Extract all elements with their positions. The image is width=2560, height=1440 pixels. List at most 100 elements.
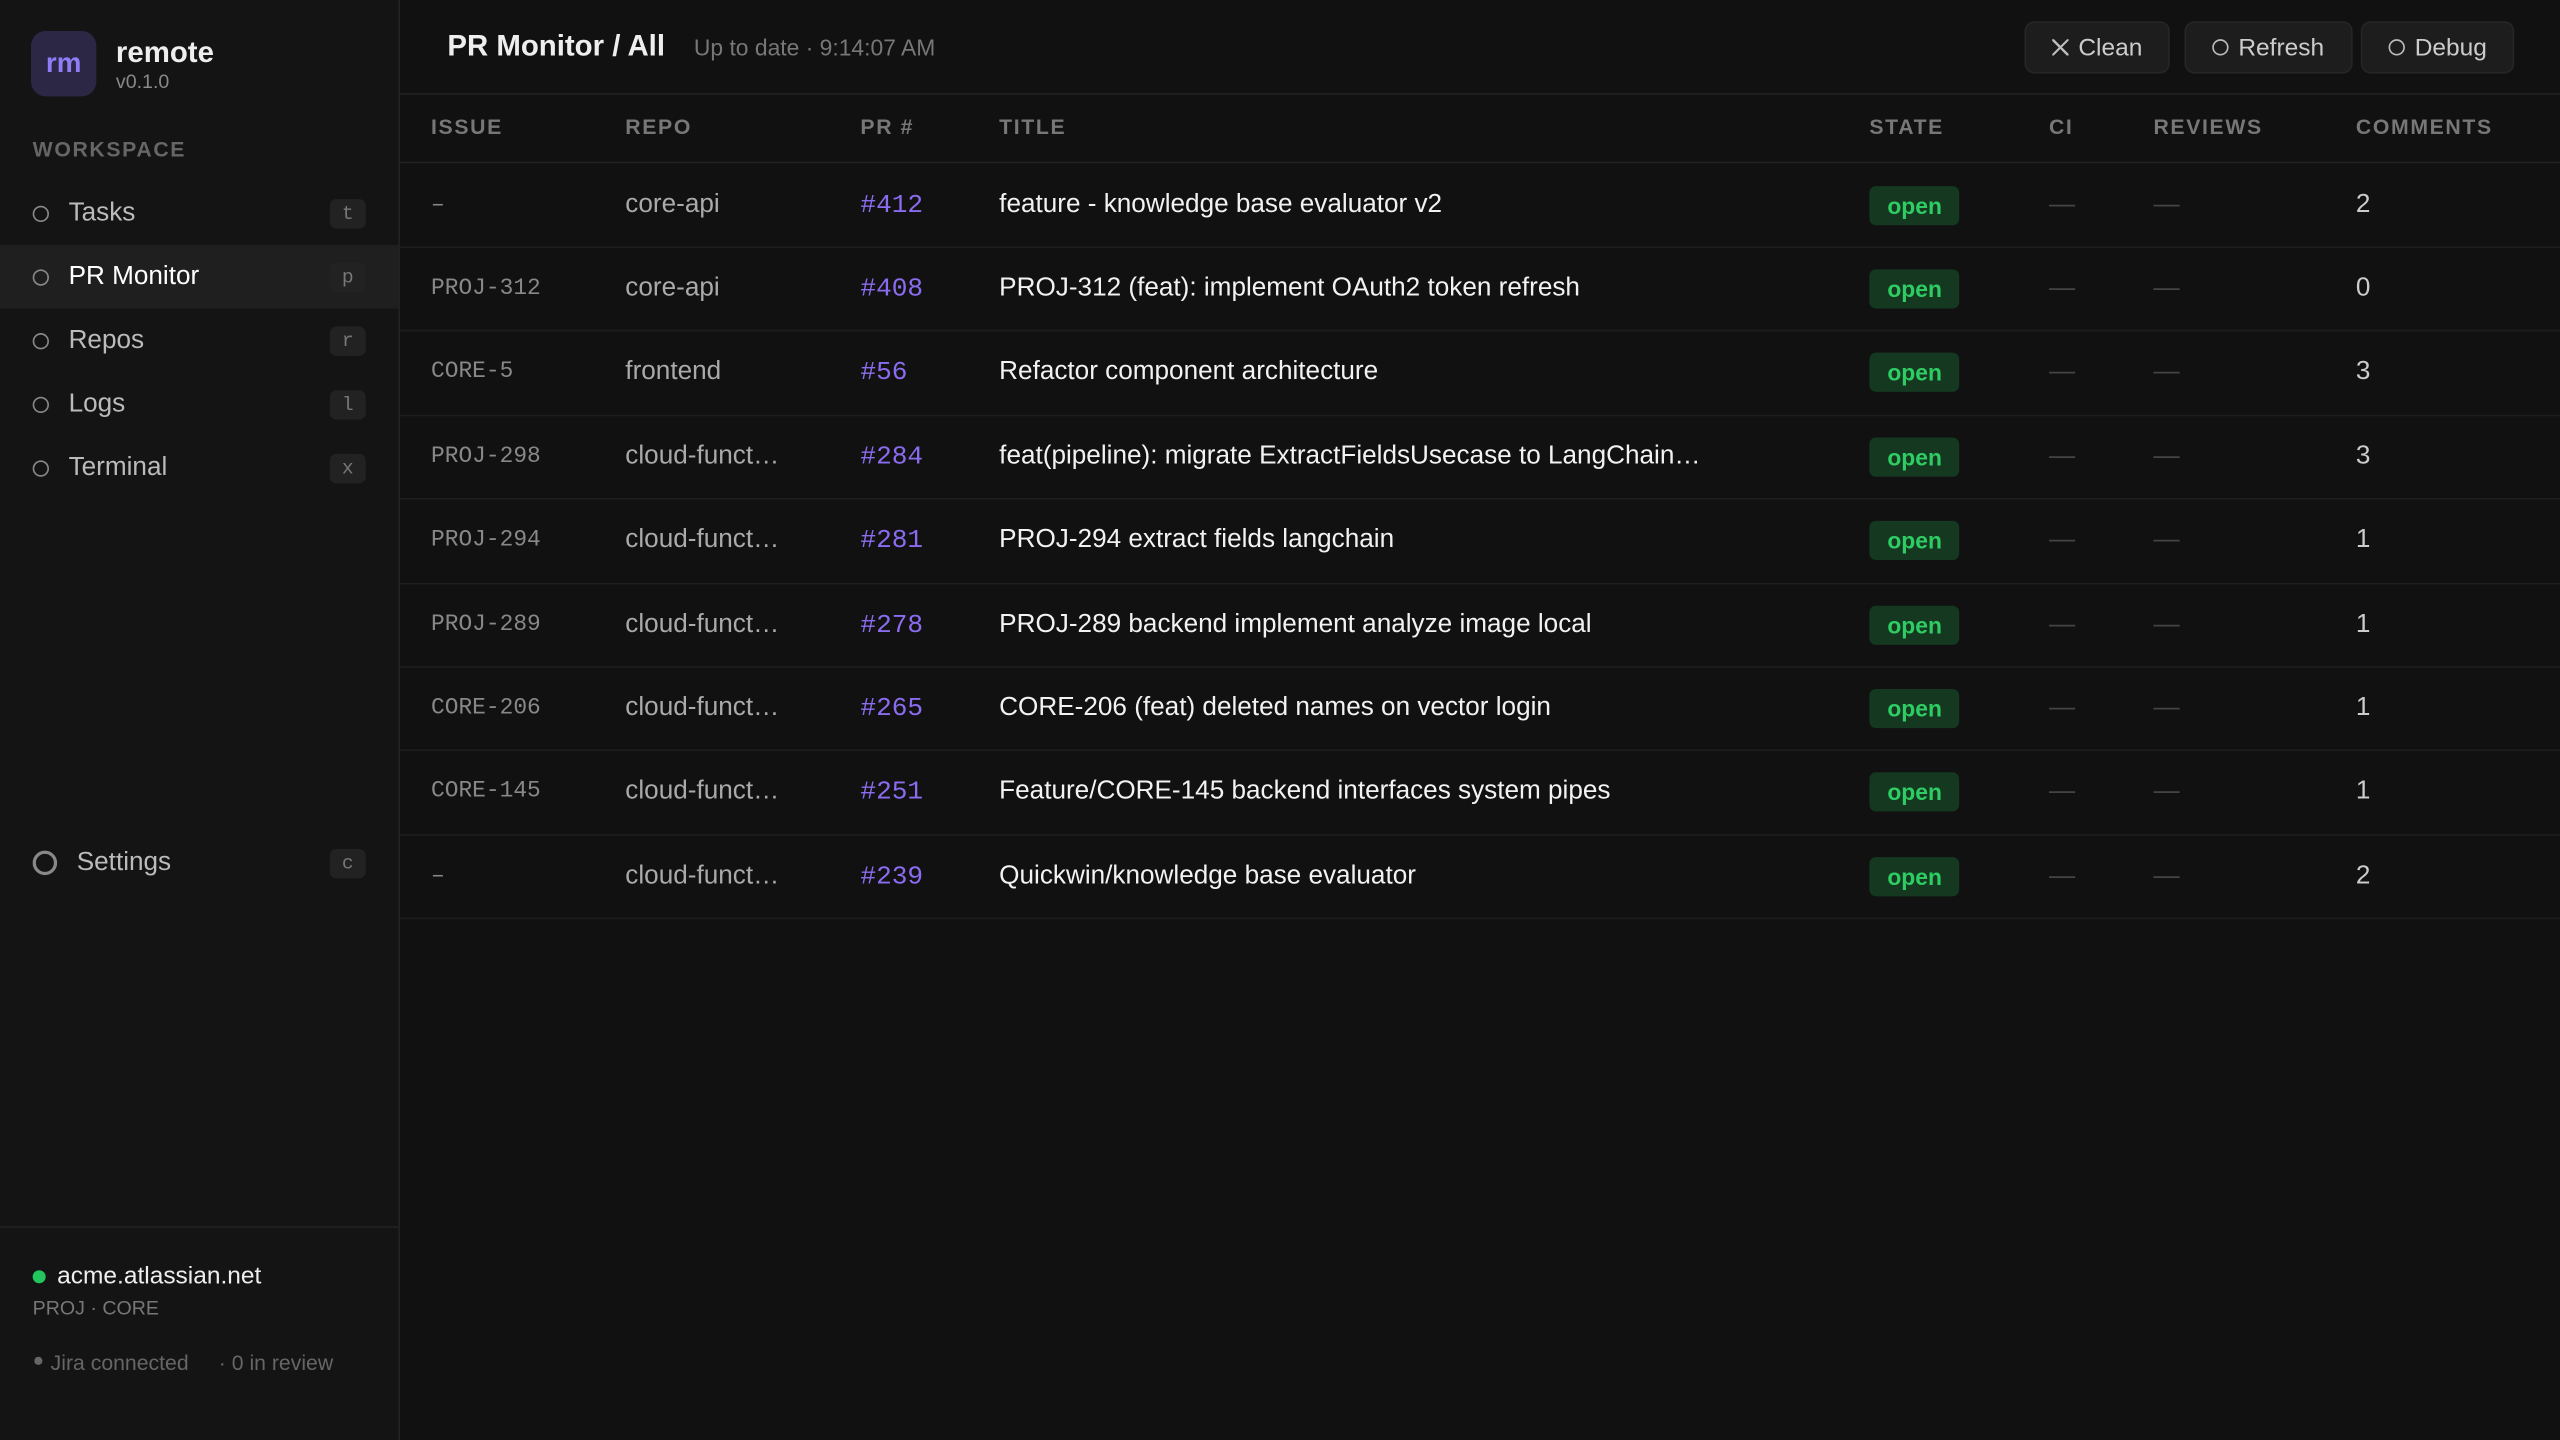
comments: 1	[2355, 609, 2371, 638]
pr-table: ISSUE REPO PR # TITLE STATE CI REVIEWS COMMENTS…	[399, 0, 2560, 1440]
comments-cell: 1	[2356, 583, 2371, 666]
repo-cell: cloud-funct…	[625, 667, 779, 750]
projects: PROJ · CORE	[32, 1296, 159, 1320]
comments: 3	[2355, 358, 2371, 386]
table-row[interactable]: CORE-145 cloud-funct… #251 Feature/CORE-145…	[399, 751, 2560, 836]
state: open	[1869, 437, 1960, 477]
table-row[interactable]: CORE-206 cloud-funct… #265 CORE-206 (feat) …	[399, 667, 2560, 752]
state-cell: open	[1869, 499, 1960, 582]
comments: 3	[2355, 441, 2371, 470]
nav-item[interactable]: Terminal x	[0, 437, 398, 501]
table-row[interactable]: – cloud-funct… #239 Quickwin/knowledge base…	[399, 835, 2560, 920]
reviews: —	[2153, 274, 2180, 302]
repo-cell: cloud-funct…	[625, 415, 779, 498]
pr-cell: #239	[860, 835, 923, 918]
state-cell: open	[1869, 163, 1960, 246]
state: open	[1869, 185, 1960, 225]
pr[interactable]: #281	[860, 525, 924, 556]
ci: —	[2048, 441, 2076, 470]
title-cell: PROJ-312 (feat): implement OAuth2 token …	[999, 247, 1580, 330]
table-row[interactable]: PROJ-312 core-api #408 PROJ-312 (feat): imp…	[399, 247, 2560, 333]
title: Feature/CORE-145 backend interfaces syst…	[999, 777, 1611, 806]
reviews-cell: —	[2153, 163, 2179, 246]
repo: frontend	[625, 358, 722, 386]
shortcut: x	[329, 454, 366, 484]
ci-cell: —	[2049, 163, 2075, 246]
pr[interactable]: #56	[860, 358, 908, 388]
ci-cell: —	[2049, 331, 2075, 414]
pr[interactable]: #239	[860, 861, 924, 891]
title: PROJ-294 extract fields langchain	[999, 525, 1395, 554]
state-cell: open	[1869, 667, 1960, 750]
pr[interactable]: #265	[860, 693, 924, 724]
clean-button[interactable]: Clean	[2024, 21, 2171, 74]
state-cell: open	[1869, 331, 1960, 414]
comments: 2	[2355, 190, 2371, 218]
column-header: STATE	[1869, 114, 1944, 139]
comments-cell: 2	[2356, 163, 2371, 246]
nav-item[interactable]: Repos r	[0, 309, 398, 373]
issue: CORE-5	[431, 359, 514, 386]
table-row[interactable]: PROJ-298 cloud-funct… #284 feat(pipeline): …	[399, 415, 2560, 500]
table-row[interactable]: CORE-5 frontend #56 Refactor component arch…	[399, 331, 2560, 416]
issue-cell: PROJ-289	[431, 583, 541, 666]
reviews-cell: —	[2153, 415, 2179, 498]
comments-cell: 3	[2356, 415, 2371, 498]
brand-name: remote	[115, 35, 214, 69]
logo: rm	[31, 31, 97, 97]
state-cell: open	[1869, 835, 1960, 918]
issue: –	[431, 191, 445, 218]
title-cell: PROJ-294 extract fields langchain	[999, 499, 1394, 582]
repo: core-api	[625, 190, 720, 218]
state-cell: open	[1869, 583, 1960, 666]
issue: –	[431, 863, 445, 890]
reviews: —	[2153, 609, 2180, 638]
pr[interactable]: #412	[860, 190, 924, 220]
pr-cell: #265	[860, 667, 923, 750]
nav-label: Settings	[76, 848, 172, 876]
state: open	[1869, 856, 1960, 896]
shortcut: t	[329, 198, 366, 228]
title: feat(pipeline): migrate ExtractFieldsUse…	[999, 441, 1701, 470]
issue-cell: PROJ-294	[431, 499, 541, 582]
shortcut: r	[329, 326, 366, 356]
main: PR Monitor / All Up to date · 9:14:07 AM…	[399, 0, 2560, 1440]
table-row[interactable]: – core-api #412 feature - knowledge base ev…	[399, 163, 2560, 249]
reviews-cell: —	[2153, 667, 2179, 750]
reviews: —	[2153, 777, 2180, 806]
ci-cell: —	[2049, 835, 2075, 918]
nav-item[interactable]: Logs l	[0, 373, 398, 437]
reviews: —	[2153, 525, 2180, 554]
state: open	[1869, 772, 1960, 812]
pr[interactable]: #284	[860, 441, 924, 472]
comments: 0	[2355, 274, 2371, 302]
settings[interactable]: Settings c	[0, 831, 398, 895]
title-cell: Refactor component architecture	[999, 331, 1378, 414]
pr[interactable]: #408	[860, 274, 924, 304]
debug-button[interactable]: Debug	[2360, 21, 2515, 74]
refresh-button[interactable]: Refresh	[2184, 21, 2352, 74]
state-cell: open	[1869, 751, 1960, 834]
column-header: PR #	[860, 114, 915, 139]
issue-cell: CORE-145	[431, 751, 541, 834]
ci-cell: —	[2049, 667, 2075, 750]
state: open	[1869, 353, 1960, 393]
comments-cell: 1	[2356, 667, 2371, 750]
reviews: —	[2153, 693, 2180, 722]
table-row[interactable]: PROJ-294 cloud-funct… #281 PROJ-294 extract…	[399, 499, 2560, 584]
table-row[interactable]: PROJ-289 cloud-funct… #278 PROJ-289 backend…	[399, 583, 2560, 668]
pr[interactable]: #251	[860, 777, 924, 808]
nav-item[interactable]: Tasks t	[0, 181, 398, 245]
nav-label: Terminal	[68, 454, 168, 483]
title: feature - knowledge base evaluator v2	[999, 190, 1443, 218]
repo-cell: cloud-funct…	[625, 751, 779, 834]
state: open	[1869, 688, 1960, 728]
pr[interactable]: #278	[860, 609, 924, 640]
review-count: · 0 in review	[218, 1350, 334, 1375]
nav-item[interactable]: PR Monitor p	[0, 245, 399, 309]
issue: CORE-145	[431, 779, 541, 806]
sidebar: rm remote v0.1.0 WORKSPACE Tasks t PR Moni…	[0, 0, 400, 1440]
title: PROJ-289 backend implement analyze image…	[999, 609, 1592, 638]
divider	[399, 161, 2560, 164]
